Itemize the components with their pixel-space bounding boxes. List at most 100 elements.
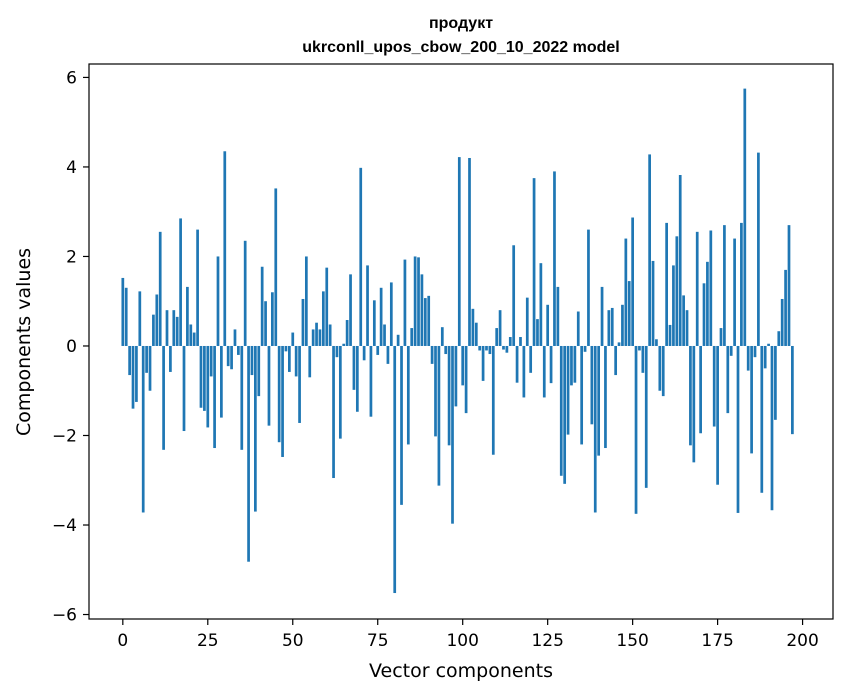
bar-159 [661,345,665,397]
bar-143 [607,310,611,346]
bar-136 [583,345,587,352]
chart-title: продукт [429,15,493,32]
bar-118 [522,345,526,398]
bar-57 [315,322,318,346]
bar-192 [774,345,777,420]
bar-8 [148,345,152,391]
bar-66 [345,320,349,346]
bar-20 [189,324,193,346]
x-tick-label: 75 [367,631,389,651]
bar-58 [318,329,322,346]
bar-85 [410,328,414,346]
bar-162 [672,265,675,346]
bar-34 [237,345,240,355]
bar-21 [192,332,196,346]
bar-13 [165,310,169,346]
bar-22 [196,229,199,346]
x-tick-label: 200 [786,631,818,651]
bar-50 [291,332,295,346]
bar-36 [243,240,247,346]
bar-0 [121,277,125,346]
bar-131 [566,345,570,435]
bar-189 [763,345,767,369]
bar-134 [576,311,580,346]
bar-113 [505,345,509,353]
bar-135 [580,345,584,445]
bar-80 [393,345,397,594]
bar-92 [434,345,437,437]
bar-172 [706,261,709,346]
bar-2 [128,345,131,376]
bar-158 [658,345,662,391]
bar-45 [274,188,278,346]
bar-139 [593,345,597,513]
bar-24 [203,345,206,411]
bars [121,88,794,594]
bar-82 [400,345,403,505]
x-tick-label: 150 [616,631,648,651]
bar-114 [508,337,512,346]
bar-121 [532,178,536,346]
bar-138 [590,345,594,425]
bar-129 [559,345,563,476]
bar-86 [413,256,417,346]
bar-5 [138,291,142,346]
bar-96 [447,345,451,446]
y-tick-label: 4 [66,158,77,178]
bar-90 [427,295,431,346]
y-tick-label: −2 [52,426,77,446]
bar-61 [328,324,332,346]
bar-101 [464,345,468,414]
bar-55 [308,345,312,378]
bar-140 [597,345,601,456]
bar-186 [753,345,757,358]
bar-180 [733,238,736,346]
bar-108 [488,345,492,355]
bar-188 [760,345,764,493]
bar-168 [692,345,696,463]
bar-150 [631,217,634,346]
bar-59 [321,291,325,346]
bar-181 [736,345,740,513]
bar-182 [740,222,743,346]
x-tick-label: 175 [701,631,733,651]
bar-178 [726,345,730,414]
bar-84 [406,345,410,445]
bar-26 [209,345,213,377]
bar-54 [304,256,308,346]
bar-195 [784,269,787,346]
bar-3 [131,345,135,409]
bar-70 [359,167,363,346]
y-tick-label: −4 [52,516,77,536]
bar-191 [770,345,774,511]
bar-170 [699,345,702,434]
bar-29 [220,345,223,418]
bar-11 [158,231,162,346]
bar-88 [420,274,424,346]
bar-177 [723,225,726,346]
bar-1 [124,287,128,346]
bar-169 [695,231,699,346]
bar-4 [135,345,138,402]
bar-35 [240,345,244,450]
bar-95 [444,345,448,355]
bar-25 [206,345,210,428]
bar-52 [298,345,301,423]
bar-32 [230,345,233,370]
bar-56 [311,329,315,346]
bar-17 [179,218,182,346]
bar-38 [250,345,254,376]
bar-30 [223,151,227,346]
bar-193 [777,331,781,346]
bar-123 [539,263,543,346]
x-tick-label: 50 [282,631,304,651]
bar-71 [362,345,366,361]
bar-43 [267,345,271,426]
bar-100 [461,345,465,386]
bar-68 [352,345,356,390]
bar-74 [372,300,376,346]
bar-28 [216,256,220,346]
bar-104 [474,322,478,346]
bar-165 [682,295,685,346]
